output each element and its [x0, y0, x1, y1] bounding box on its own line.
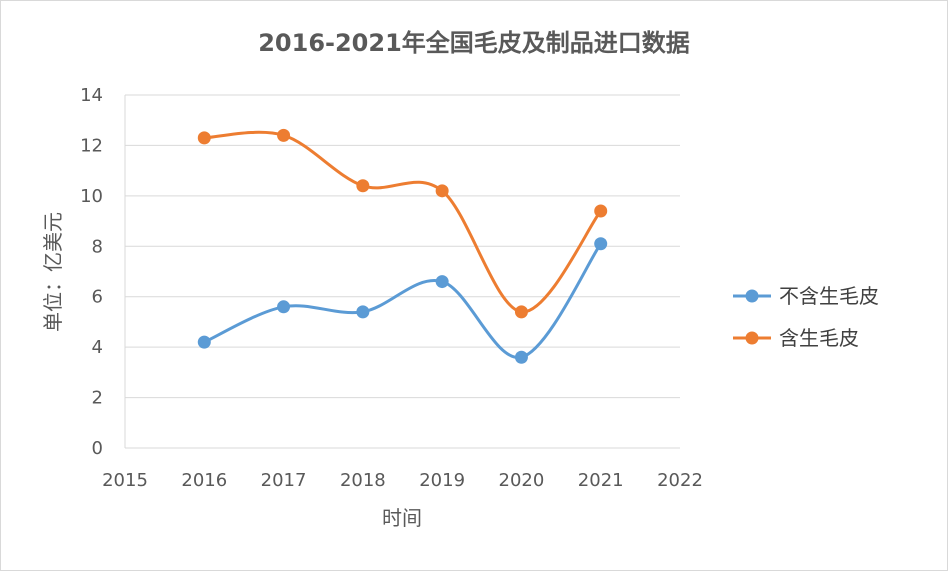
data-point [594, 237, 608, 251]
y-tick-label: 4 [92, 337, 103, 358]
x-tick-label: 2015 [102, 470, 148, 491]
data-point [435, 184, 449, 198]
y-tick-label: 10 [80, 186, 103, 207]
data-point [356, 179, 370, 193]
y-tick-label: 8 [92, 236, 103, 257]
y-tick-labels: 0 2 4 6 8 10 12 14 [80, 85, 103, 459]
y-tick-label: 6 [92, 287, 103, 308]
x-tick-label: 2016 [181, 470, 227, 491]
legend-swatch-marker [745, 331, 759, 345]
data-point [197, 131, 211, 145]
y-tick-label: 12 [80, 135, 103, 156]
legend-item: 含生毛皮 [733, 326, 859, 350]
x-tick-label: 2018 [340, 470, 386, 491]
gridlines [124, 94, 680, 449]
data-point [277, 300, 291, 314]
data-point [356, 305, 370, 319]
x-tick-label: 2022 [657, 470, 703, 491]
data-point [197, 335, 211, 349]
x-axis-label: 时间 [382, 506, 422, 530]
data-point [514, 350, 528, 364]
series-line-1 [202, 130, 603, 314]
x-tick-label: 2017 [261, 470, 307, 491]
series-group [197, 128, 608, 364]
legend-item: 不含生毛皮 [733, 284, 879, 308]
y-tick-label: 0 [92, 438, 103, 459]
legend-swatch-marker [745, 289, 759, 303]
legend-label: 含生毛皮 [779, 326, 859, 350]
x-tick-label: 2019 [419, 470, 465, 491]
x-tick-labels: 2015 2016 2017 2018 2019 2020 2021 2022 [102, 470, 703, 491]
x-tick-label: 2021 [578, 470, 624, 491]
y-tick-label: 2 [92, 388, 103, 409]
data-point [594, 204, 608, 218]
data-point [435, 275, 449, 289]
data-point [277, 128, 291, 142]
y-tick-label: 14 [80, 85, 103, 106]
y-axis-label: 单位：亿美元 [41, 212, 65, 332]
legend-label: 不含生毛皮 [779, 284, 879, 308]
x-tick-label: 2020 [499, 470, 545, 491]
data-point [514, 305, 528, 319]
chart-title: 2016-2021年全国毛皮及制品进口数据 [258, 29, 690, 57]
